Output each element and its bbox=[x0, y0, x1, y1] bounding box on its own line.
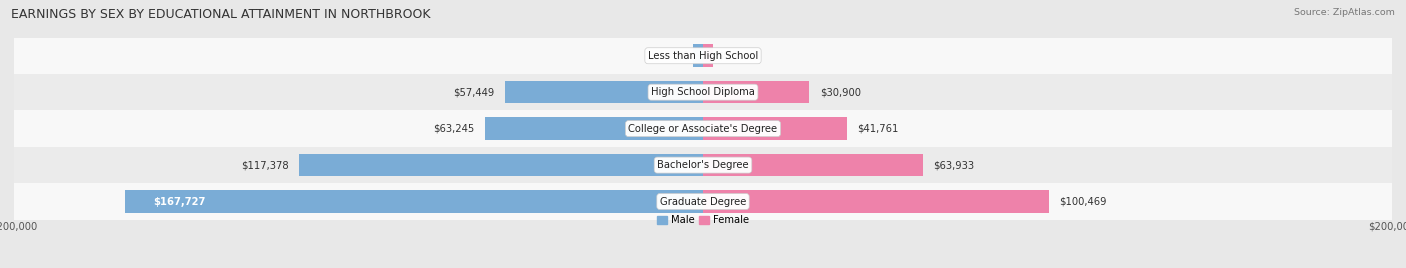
Text: High School Diploma: High School Diploma bbox=[651, 87, 755, 97]
Bar bbox=[703, 117, 846, 140]
Text: EARNINGS BY SEX BY EDUCATIONAL ATTAINMENT IN NORTHBROOK: EARNINGS BY SEX BY EDUCATIONAL ATTAINMEN… bbox=[11, 8, 430, 21]
Bar bbox=[14, 74, 1392, 110]
Text: Graduate Degree: Graduate Degree bbox=[659, 196, 747, 207]
Bar bbox=[703, 154, 924, 176]
Bar bbox=[125, 190, 703, 213]
Bar bbox=[485, 117, 703, 140]
Bar bbox=[505, 81, 703, 103]
Legend: Male, Female: Male, Female bbox=[652, 211, 754, 229]
Bar bbox=[703, 190, 1049, 213]
Bar bbox=[14, 110, 1392, 147]
Bar bbox=[703, 44, 713, 67]
Bar bbox=[14, 183, 1392, 220]
Bar bbox=[14, 38, 1392, 74]
Bar bbox=[703, 81, 810, 103]
Text: Less than High School: Less than High School bbox=[648, 51, 758, 61]
Text: $63,245: $63,245 bbox=[433, 124, 475, 134]
Text: College or Associate's Degree: College or Associate's Degree bbox=[628, 124, 778, 134]
Text: $63,933: $63,933 bbox=[934, 160, 974, 170]
Bar bbox=[693, 44, 703, 67]
Text: $0: $0 bbox=[717, 51, 730, 61]
Text: $167,727: $167,727 bbox=[153, 196, 205, 207]
Bar bbox=[14, 147, 1392, 183]
Text: Source: ZipAtlas.com: Source: ZipAtlas.com bbox=[1294, 8, 1395, 17]
Bar bbox=[298, 154, 703, 176]
Text: Bachelor's Degree: Bachelor's Degree bbox=[657, 160, 749, 170]
Text: $100,469: $100,469 bbox=[1059, 196, 1107, 207]
Text: $0: $0 bbox=[676, 51, 689, 61]
Text: $30,900: $30,900 bbox=[820, 87, 860, 97]
Text: $57,449: $57,449 bbox=[454, 87, 495, 97]
Text: $117,378: $117,378 bbox=[240, 160, 288, 170]
Text: $41,761: $41,761 bbox=[858, 124, 898, 134]
